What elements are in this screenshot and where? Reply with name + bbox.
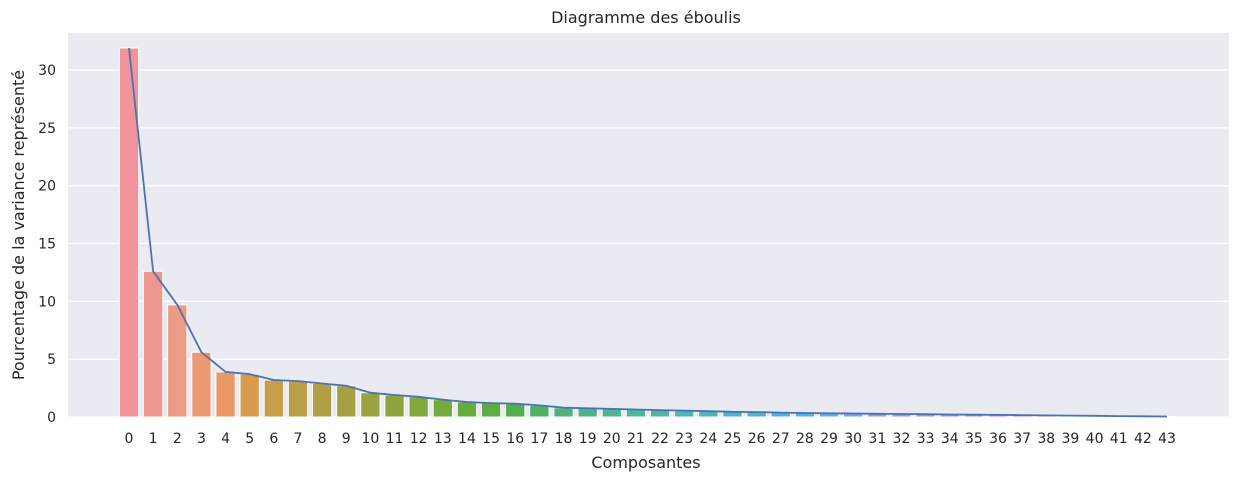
bar-13 — [432, 399, 453, 418]
x-tick-label: 37 — [1013, 431, 1031, 447]
bar-7 — [287, 380, 309, 418]
x-tick-label: 38 — [1037, 431, 1055, 447]
x-tick-label: 17 — [530, 431, 548, 447]
bar-10 — [360, 392, 381, 418]
x-tick-label: 30 — [844, 431, 862, 447]
x-tick-label: 12 — [410, 431, 428, 447]
x-tick-label: 41 — [1110, 431, 1128, 447]
cumulative-trend-line — [128, 47, 1168, 418]
x-tick-label: 42 — [1134, 431, 1152, 447]
x-tick-label: 32 — [893, 431, 911, 447]
x-tick-label: 22 — [651, 431, 669, 447]
x-tick-label: 36 — [989, 431, 1007, 447]
x-tick-label: 1 — [149, 431, 158, 447]
bar-15 — [480, 402, 502, 418]
bar-9 — [336, 385, 357, 418]
bar-18 — [553, 407, 574, 418]
y-axis-label: Pourcentage de la variance représenté — [9, 70, 28, 380]
bar-14 — [456, 401, 478, 418]
x-tick-label: 27 — [772, 431, 790, 447]
y-tick-label: 5 — [47, 352, 56, 368]
x-tick-label: 18 — [555, 431, 573, 447]
x-tick-label: 8 — [318, 431, 327, 447]
x-tick-label: 35 — [965, 431, 983, 447]
plot-area — [68, 33, 1229, 417]
bar-4 — [215, 371, 236, 418]
x-tick-label: 7 — [294, 431, 303, 447]
bar-6 — [263, 379, 284, 418]
x-tick-label: 21 — [627, 431, 645, 447]
x-tick-label: 4 — [221, 431, 230, 447]
x-tick-label: 31 — [868, 431, 886, 447]
x-tick-label: 14 — [458, 431, 476, 447]
x-tick-label: 40 — [1086, 431, 1104, 447]
bar-12 — [408, 396, 429, 418]
bar-8 — [311, 382, 333, 418]
bar-5 — [239, 373, 260, 418]
x-tick-label: 11 — [386, 431, 404, 447]
bar-19 — [577, 407, 598, 418]
x-tick-label: 26 — [748, 431, 766, 447]
y-tick-labels: 0 5 10 15 20 25 30 — [38, 63, 56, 426]
x-tick-label: 43 — [1158, 431, 1176, 447]
x-axis-label: Composantes — [591, 453, 700, 472]
x-tick-label: 0 — [125, 431, 134, 447]
bar-16 — [505, 403, 526, 418]
bar-3 — [191, 351, 212, 418]
y-tick-label: 10 — [38, 294, 56, 310]
x-tick-label: 23 — [675, 431, 693, 447]
bar-17 — [529, 404, 550, 418]
y-tick-label: 0 — [47, 410, 56, 426]
x-tick-label: 20 — [603, 431, 621, 447]
x-tick-label: 9 — [342, 431, 351, 447]
x-tick-label: 13 — [434, 431, 452, 447]
x-tick-label: 3 — [197, 431, 206, 447]
x-tick-label: 29 — [820, 431, 838, 447]
x-tick-label: 6 — [269, 431, 278, 447]
x-tick-label: 2 — [173, 431, 182, 447]
x-tick-label: 25 — [724, 431, 742, 447]
y-tick-label: 30 — [38, 63, 56, 79]
x-tick-labels: 0 1 2 3 4 5 6 7 8 9 10 11 12 13 14 15 16 17 18 19 20 21 22 23 24… — [125, 431, 1176, 447]
bar-11 — [384, 394, 405, 418]
x-tick-label: 19 — [579, 431, 597, 447]
x-tick-label: 33 — [917, 431, 935, 447]
x-tick-label: 16 — [506, 431, 524, 447]
chart-title: Diagramme des éboulis — [551, 8, 741, 27]
x-tick-label: 15 — [482, 431, 500, 447]
x-tick-label: 10 — [361, 431, 379, 447]
y-tick-label: 25 — [38, 121, 56, 137]
bar-2 — [167, 304, 188, 418]
y-tick-label: 20 — [38, 179, 56, 195]
bar-21 — [625, 408, 647, 418]
x-tick-label: 34 — [941, 431, 959, 447]
x-tick-label: 28 — [796, 431, 814, 447]
x-tick-label: 5 — [245, 431, 254, 447]
x-tick-label: 39 — [1062, 431, 1080, 447]
y-tick-label: 15 — [38, 237, 56, 253]
bar-20 — [601, 408, 622, 418]
grid-lines — [68, 69, 1229, 418]
x-tick-label: 24 — [699, 431, 717, 447]
bar-1 — [142, 270, 164, 418]
